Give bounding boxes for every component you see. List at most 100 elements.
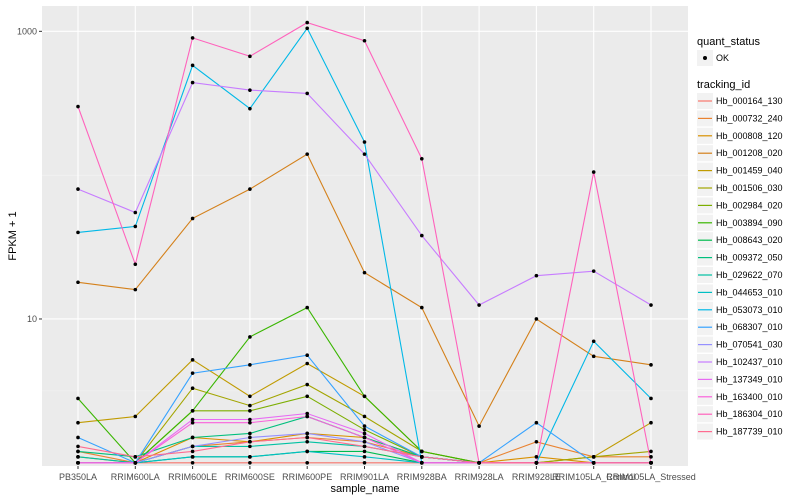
data-point [649, 420, 653, 425]
x-tick-label: RRIM105LA_Stressed [606, 472, 696, 482]
data-point [591, 455, 596, 459]
data-point [534, 317, 539, 321]
data-point [248, 460, 252, 465]
data-point [420, 460, 424, 465]
data-point [133, 455, 138, 459]
data-point [362, 427, 367, 432]
data-point [649, 455, 653, 459]
data-point [362, 270, 367, 275]
data-point [248, 417, 252, 422]
data-point [190, 371, 195, 375]
data-point [248, 408, 252, 413]
data-point [362, 140, 367, 144]
x-tick-label: RRIM928LE [512, 472, 561, 482]
data-point [76, 460, 80, 465]
legend-series-label: Hb_001506_030 [716, 183, 783, 193]
data-point [248, 455, 252, 459]
data-point [305, 152, 310, 156]
data-point [76, 444, 80, 449]
data-point [190, 435, 195, 440]
data-point [190, 455, 195, 459]
data-point [76, 104, 80, 109]
data-point [591, 460, 596, 465]
x-tick-label: RRIM600PE [282, 472, 332, 482]
data-point [248, 335, 252, 339]
data-point [133, 224, 138, 229]
data-point [248, 363, 252, 367]
legend-tracking-id: tracking_id Hb_000164_130 Hb_000732_240 Hb… [697, 79, 783, 440]
data-point [420, 449, 424, 454]
y-tick-label: 1000 [17, 26, 37, 36]
data-point [420, 305, 424, 310]
legend-series-label: Hb_053073_010 [716, 305, 783, 315]
legend-series-label: Hb_102437_010 [716, 357, 783, 367]
legend-series-label: Hb_003894_090 [716, 218, 783, 228]
data-point [190, 460, 195, 465]
data-point [248, 431, 252, 436]
data-point [591, 170, 596, 174]
y-tick-label: 10 [27, 314, 37, 324]
legend-series-label: Hb_044653_010 [716, 287, 783, 297]
data-point [420, 233, 424, 238]
data-point [362, 152, 367, 156]
data-point [76, 280, 80, 285]
data-point [362, 424, 367, 428]
data-point [305, 449, 310, 454]
data-point [591, 269, 596, 273]
data-point [362, 414, 367, 419]
legend-series-label: Hb_186304_010 [716, 409, 783, 419]
data-point [649, 363, 653, 367]
data-point [248, 88, 252, 92]
data-point [305, 394, 310, 399]
data-point [190, 408, 195, 413]
legend-series-label: Hb_009372_050 [716, 253, 783, 263]
legend-series-label: Hb_008643_020 [716, 235, 783, 245]
data-point [76, 187, 80, 191]
legend-series-label: Hb_068307_010 [716, 322, 783, 332]
data-point [190, 417, 195, 422]
legend-point-key [703, 56, 707, 60]
x-tick-label: PB350LA [59, 472, 97, 482]
data-point [76, 435, 80, 440]
data-point [362, 431, 367, 436]
data-point [591, 339, 596, 344]
data-point [649, 303, 653, 307]
data-point [362, 455, 367, 459]
data-point [362, 38, 367, 43]
legend-series-label: Hb_001459_040 [716, 166, 783, 176]
data-point [649, 449, 653, 454]
x-tick-label: RRIM901LA [340, 472, 389, 482]
data-point [534, 273, 539, 278]
data-point [305, 431, 310, 436]
data-point [248, 54, 252, 59]
data-point [76, 420, 80, 425]
x-tick-label: RRIM600SE [225, 472, 275, 482]
data-point [248, 403, 252, 408]
data-point [305, 411, 310, 416]
legend-quant-label: OK [716, 53, 729, 63]
data-point [76, 455, 80, 459]
data-point [190, 63, 195, 68]
data-point [190, 358, 195, 362]
legend-series-label: Hb_000808_120 [716, 131, 783, 141]
data-point [420, 156, 424, 161]
data-point [477, 424, 481, 428]
data-point [477, 303, 481, 307]
y-axis-title: FPKM + 1 [7, 211, 19, 260]
data-point [76, 230, 80, 235]
data-point [190, 449, 195, 454]
data-point [248, 106, 252, 111]
legend-tracking-title: tracking_id [697, 79, 750, 91]
x-tick-label: RRIM928LA [455, 472, 504, 482]
data-point [477, 460, 481, 465]
data-point [133, 262, 138, 267]
data-point [591, 354, 596, 359]
data-point [305, 26, 310, 31]
data-point [534, 460, 539, 465]
x-tick-label: RRIM600LA [111, 472, 160, 482]
legend-series-label: Hb_001208_020 [716, 148, 783, 158]
data-point [190, 386, 195, 391]
data-point [248, 439, 252, 444]
data-point [133, 414, 138, 419]
